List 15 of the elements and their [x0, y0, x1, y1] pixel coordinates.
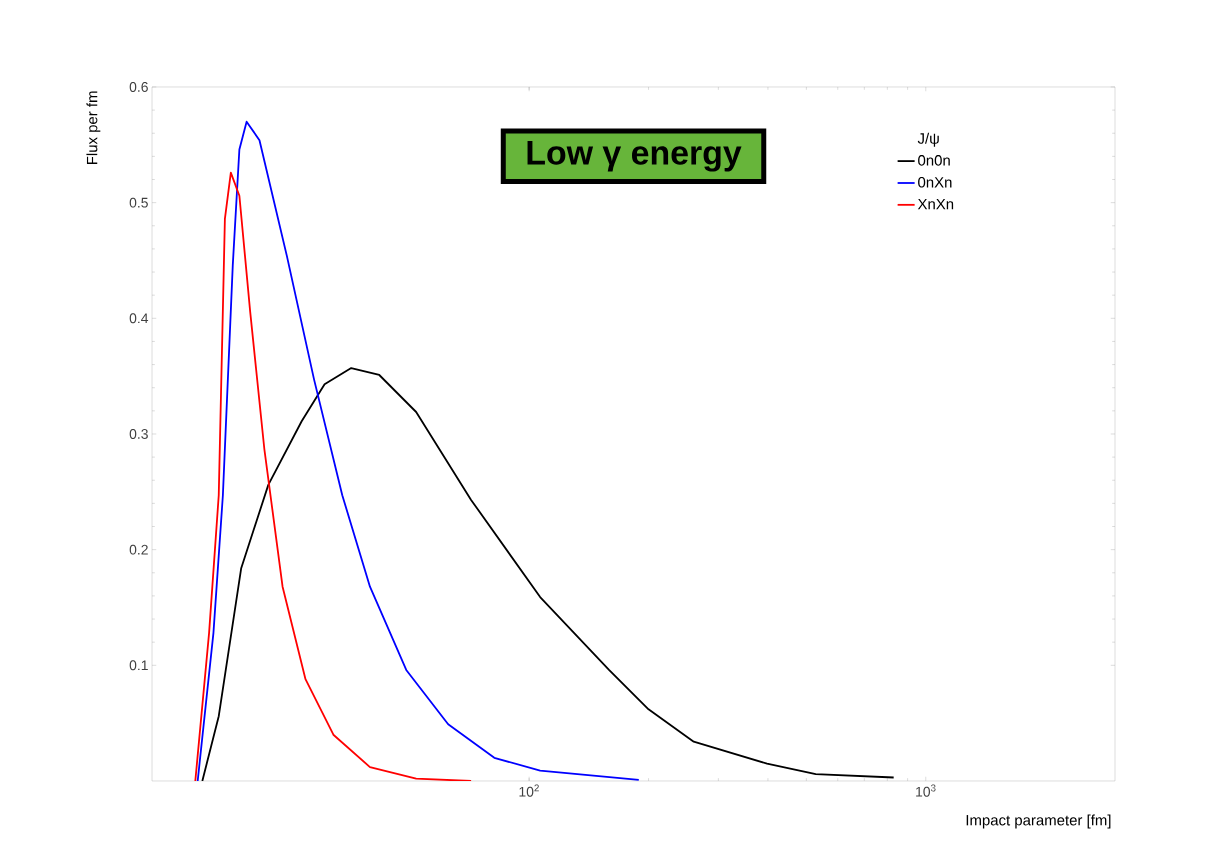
y-tick-label: 0.3: [129, 429, 148, 439]
legend-label: 0n0n: [918, 155, 950, 166]
legend-label: XnXn: [917, 198, 954, 210]
x-tick-label: 10$^{3}$: [916, 784, 936, 797]
y-tick-label: 0.5: [129, 197, 148, 208]
legend-title: J/ψ: [917, 132, 939, 147]
y-tick-label: 0.2: [129, 544, 148, 555]
y-tick-label: 0.4: [129, 313, 149, 324]
annotation: Low γ energy: [527, 141, 742, 172]
y-axis-title: Flux per fm: [86, 91, 101, 165]
x-tick-label: 10$^{2}$: [519, 784, 539, 797]
y-tick-label: 0.6: [129, 82, 148, 92]
y-tick-label: 0.1: [129, 660, 148, 671]
x-axis-title: Impact parameter [fm]: [966, 814, 1111, 829]
legend-label: 0nXn: [918, 177, 952, 188]
